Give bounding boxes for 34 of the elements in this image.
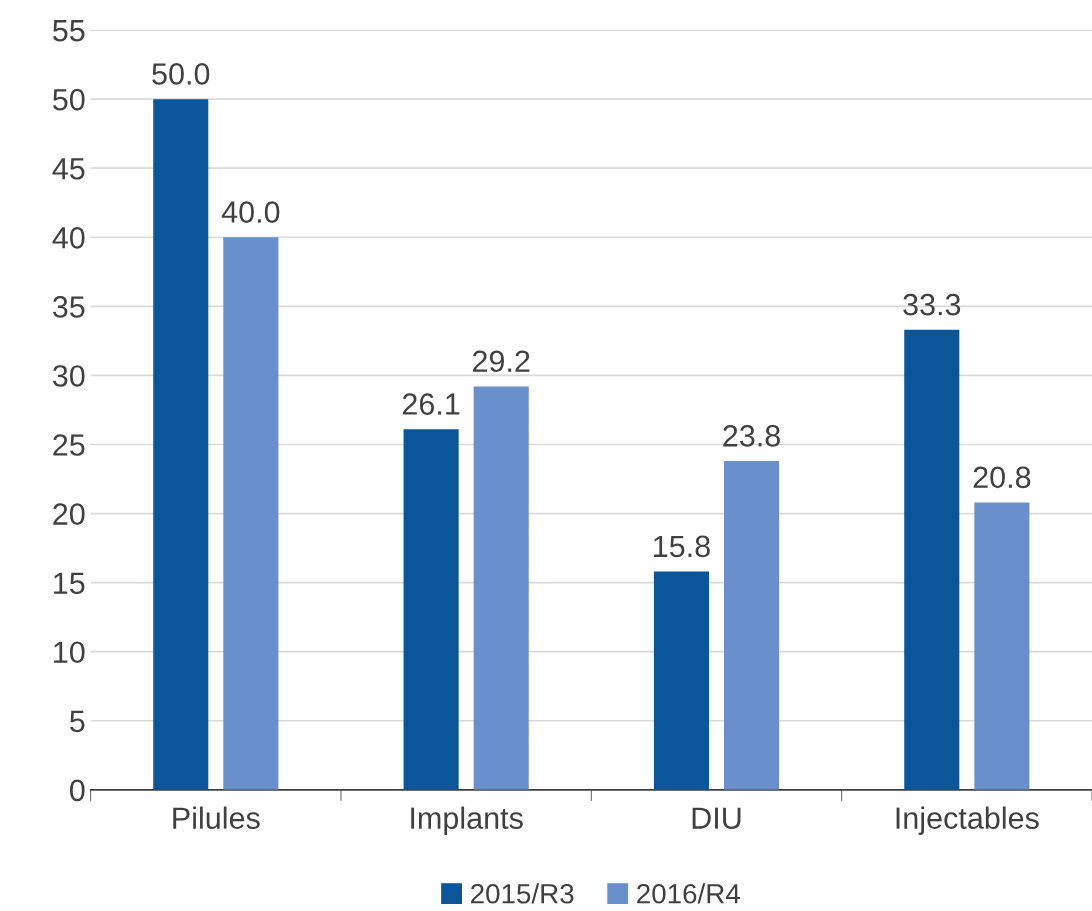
y-tick-label: 10 (54, 641, 85, 664)
y-tick-label: 40 (52, 227, 85, 249)
text: 50.0 (152, 63, 210, 85)
bar (403, 429, 459, 790)
text: 29.2 (473, 350, 530, 373)
x-tick-label: Implants (411, 806, 523, 835)
text: 23.8 (723, 425, 780, 447)
bar (724, 461, 780, 790)
bar (904, 329, 960, 790)
x-tick-label: DIU (692, 807, 741, 829)
y-tick-label: 0 (69, 779, 85, 802)
bar (653, 571, 709, 790)
x-tick-label: Pilules (173, 806, 260, 829)
y-tick-label: 35 (52, 296, 85, 318)
y-tick-label: 30 (52, 365, 85, 387)
y-tick-label: 15 (54, 572, 85, 594)
y-tick-label: 55 (53, 20, 85, 42)
bar (974, 502, 1030, 790)
legend-label: 2015/R3 (471, 883, 574, 904)
text: 20.8 (973, 466, 1031, 489)
x-tick-label: Injectables (896, 806, 1039, 835)
text: 26.1 (402, 393, 460, 415)
y-tick-label: 45 (52, 158, 85, 180)
y-tick-label: 20 (53, 503, 85, 525)
text: 40.0 (221, 201, 280, 223)
y-tick-label: 5 (70, 710, 85, 733)
bar (153, 99, 209, 790)
text: 15.8 (654, 535, 710, 558)
bar (473, 386, 529, 790)
text: 33.3 (903, 293, 961, 316)
legend-label: 2016/R4 (637, 883, 740, 904)
y-tick-label: 25 (53, 434, 85, 456)
y-tick-label: 50 (53, 88, 85, 111)
bar (223, 237, 279, 790)
